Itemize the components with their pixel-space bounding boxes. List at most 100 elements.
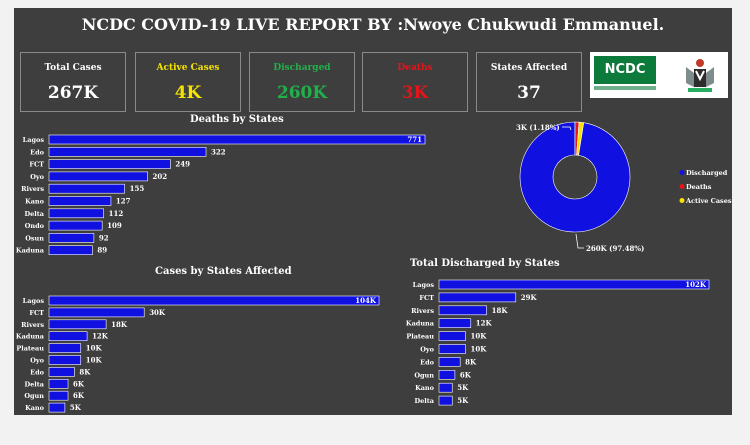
data-label: 10K <box>86 356 103 365</box>
legend-active: Active Cases <box>685 197 732 205</box>
category-label: FCT <box>29 161 44 169</box>
category-label: Delta <box>25 380 45 388</box>
legend-active-marker <box>679 198 685 203</box>
kpi-label: States Affected <box>490 63 568 73</box>
bar <box>48 233 95 243</box>
kpi-active-cases: Active Cases 4K <box>135 52 241 112</box>
kpi-value: 37 <box>517 83 541 103</box>
bar <box>48 367 75 377</box>
bar <box>438 395 453 406</box>
category-label: Kano <box>25 198 45 206</box>
data-label: 30K <box>149 308 166 317</box>
bar <box>48 183 125 194</box>
data-label: 8K <box>465 357 477 366</box>
legend-deaths-marker <box>679 184 685 189</box>
kpi-states-affected: States Affected 37 <box>476 52 582 112</box>
category-label: Ondo <box>25 222 45 230</box>
data-label: 771 <box>407 135 422 144</box>
data-label: 29K <box>521 293 538 302</box>
data-label: 5K <box>457 396 469 405</box>
bar <box>48 379 69 389</box>
data-label: 18K <box>111 320 128 329</box>
legend-deaths: Deaths <box>686 183 712 191</box>
category-label: Lagos <box>23 297 45 305</box>
chart-title-discharged: Total Discharged by States <box>410 258 560 269</box>
slice-active <box>576 121 585 156</box>
category-label: Delta <box>415 397 435 405</box>
kpi-value: 260K <box>276 83 328 103</box>
category-label: Kaduna <box>16 247 45 255</box>
bar <box>48 171 148 182</box>
bar <box>48 331 88 342</box>
category-label: Oyo <box>30 357 44 365</box>
page-title: NCDC COVID-19 LIVE REPORT BY :Nwoye Chuk… <box>81 15 665 34</box>
category-label: Plateau <box>406 333 434 341</box>
kpi-value: 3K <box>401 83 429 103</box>
ncdc-logo-strip <box>594 86 656 90</box>
category-label: Delta <box>25 210 45 218</box>
bar <box>438 357 461 367</box>
bar <box>48 208 104 219</box>
chart-title-deaths: Deaths by States <box>190 114 284 125</box>
bar <box>48 159 171 169</box>
bar <box>48 355 82 365</box>
deaths-bar-chart: Lagos 771 Edo 322 FCT 249 Oyo 202 Rivers 155 Kano 1… <box>16 134 426 255</box>
kpi-label: Total Cases <box>44 63 102 73</box>
bar <box>48 390 69 401</box>
data-label: 322 <box>211 147 226 156</box>
kpi-value: 4K <box>174 83 202 103</box>
category-label: Oyo <box>30 173 44 181</box>
category-label: Rivers <box>411 307 434 315</box>
legend-discharged-marker <box>679 170 685 175</box>
bar <box>438 370 456 380</box>
data-label: 8K <box>79 367 91 376</box>
bar <box>48 245 93 255</box>
bar <box>438 305 487 316</box>
data-label: 10K <box>470 332 487 341</box>
data-label: 6K <box>73 379 85 388</box>
kpi-label: Discharged <box>273 63 331 73</box>
category-label: Ogun <box>24 392 44 400</box>
data-label: 249 <box>175 160 190 169</box>
data-label: 10K <box>470 345 487 354</box>
dashboard: NCDC COVID-19 LIVE REPORT BY :Nwoye Chuk… <box>14 8 732 415</box>
data-label: 109 <box>107 221 122 230</box>
bar <box>438 318 472 329</box>
bar <box>438 279 710 290</box>
bar <box>48 402 66 413</box>
data-label: 102K <box>685 280 707 289</box>
category-label: Rivers <box>21 185 44 193</box>
data-label: 112 <box>109 209 124 218</box>
category-label: Kano <box>25 404 45 412</box>
category-label: Edo <box>30 368 44 376</box>
cases-bar-chart: Lagos 104K FCT 30K Rivers 18K Kaduna 12K Plateau… <box>16 295 380 413</box>
status-donut-chart: 3K (1.18%) 260K (97.48%) Discharged Deaths A… <box>516 121 732 253</box>
legend-discharged: Discharged <box>686 169 728 177</box>
data-label: 5K <box>457 383 469 392</box>
bar <box>48 343 82 353</box>
kpi-value: 267K <box>47 83 99 103</box>
category-label: Kaduna <box>16 333 45 341</box>
leader-line <box>562 126 572 131</box>
bar <box>438 292 517 303</box>
bar <box>438 382 453 393</box>
kpi-discharged: Discharged 260K <box>249 52 355 112</box>
category-label: Edo <box>420 358 434 366</box>
bar <box>48 295 380 306</box>
data-label: 202 <box>153 172 168 181</box>
category-label: FCT <box>419 294 434 302</box>
kpi-label: Active Cases <box>156 63 220 73</box>
data-label: 89 <box>97 246 107 255</box>
data-label: 18K <box>492 306 509 315</box>
category-label: Osun <box>25 234 44 242</box>
bar <box>48 134 426 145</box>
category-label: Edo <box>30 148 44 156</box>
data-label: 104K <box>355 296 377 305</box>
kpi-label: Deaths <box>397 63 433 73</box>
category-label: Ogun <box>414 371 434 379</box>
data-label: 127 <box>116 197 131 206</box>
category-label: Plateau <box>16 345 44 353</box>
bar <box>48 220 103 231</box>
ncdc-logo-text: NCDC <box>594 56 656 84</box>
leader-line <box>575 233 584 249</box>
